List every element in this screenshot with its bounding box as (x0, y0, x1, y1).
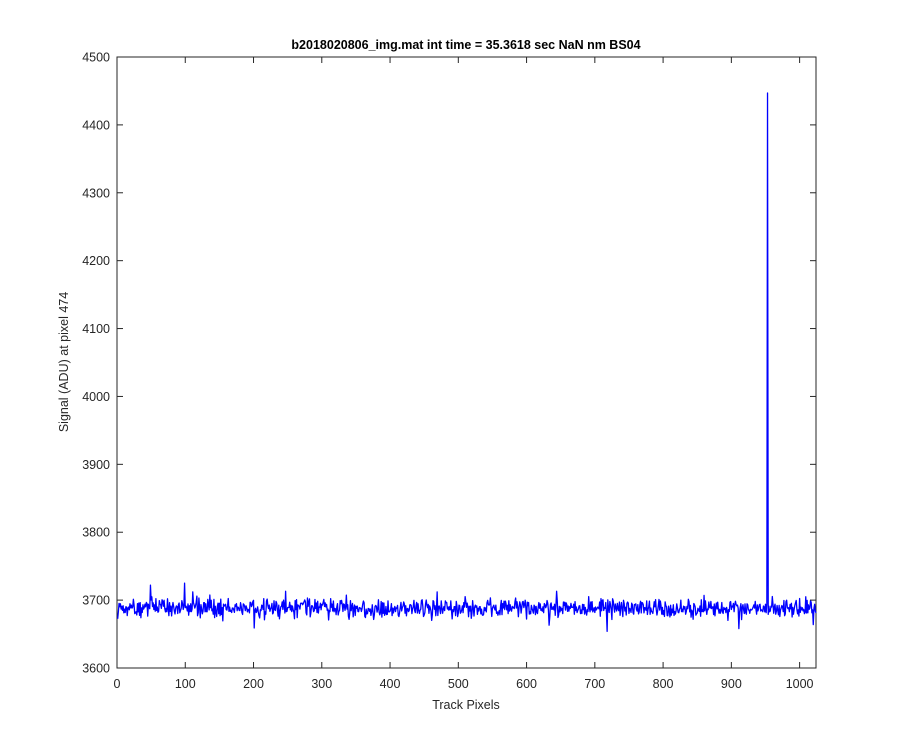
chart-title: b2018020806_img.mat int time = 35.3618 s… (291, 38, 640, 52)
y-axis-label: Signal (ADU) at pixel 474 (57, 292, 71, 432)
y-tick-label: 3700 (82, 594, 110, 608)
x-tick-label: 600 (516, 677, 537, 691)
x-tick-label: 700 (584, 677, 605, 691)
x-axis-label: Track Pixels (432, 698, 500, 712)
x-tick-label: 100 (175, 677, 196, 691)
series-line (117, 92, 817, 632)
y-tick-label: 3800 (82, 526, 110, 540)
x-tick-label: 1000 (786, 677, 814, 691)
tick-layer: 0 100 200 300 400 500 600 700 800 900 1000 3600 3700… (82, 51, 816, 691)
axes-frame (116, 56, 817, 669)
x-tick-label: 0 (114, 677, 121, 691)
y-tick-label: 4400 (82, 118, 110, 132)
y-tick-label: 4500 (82, 51, 110, 65)
y-tick-label: 3600 (82, 662, 110, 676)
x-tick-label: 900 (721, 677, 742, 691)
x-tick-label: 300 (311, 677, 332, 691)
plot-area: 0 100 200 300 400 500 600 700 800 900 1000 3600 3700… (82, 51, 817, 691)
x-tick-label: 400 (380, 677, 401, 691)
y-tick-label: 4300 (82, 186, 110, 200)
y-tick-label: 3900 (82, 458, 110, 472)
y-tick-label: 4200 (82, 254, 110, 268)
x-tick-label: 500 (448, 677, 469, 691)
y-tick-label: 4100 (82, 322, 110, 336)
data-layer (117, 92, 817, 632)
x-tick-label: 200 (243, 677, 264, 691)
x-tick-label: 800 (653, 677, 674, 691)
y-tick-label: 4000 (82, 390, 110, 404)
